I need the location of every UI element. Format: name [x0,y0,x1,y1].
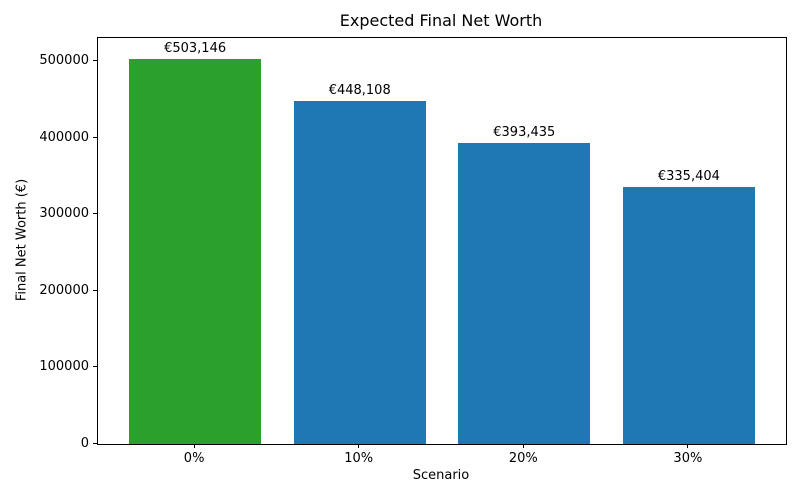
y-tick-label: 400000 [39,129,89,145]
chart-title: Expected Final Net Worth [339,11,543,30]
bar-value-label: €448,108 [328,82,391,98]
x-tick-mark [358,444,360,448]
x-axis-label: Scenario [412,468,470,483]
y-tick-mark [93,59,97,61]
y-tick-label: 100000 [39,359,89,375]
y-tick-label: 0 [80,436,89,451]
x-tick-mark [687,444,689,448]
bar-value-label: €503,146 [164,40,227,56]
y-tick-label: 500000 [39,52,89,68]
x-tick-mark [193,444,195,448]
x-tick-mark [522,444,524,448]
y-tick-mark [93,443,97,444]
y-tick-mark [93,366,97,368]
y-tick-mark [93,213,97,215]
y-tick-mark [93,136,97,138]
y-tick-label: 200000 [39,282,89,298]
bar-value-label: €335,404 [657,169,720,185]
x-tick-label: 10% [344,451,374,466]
plot-area: €503,146 €448,108 €393,435 €335,404 [97,37,787,445]
bar-0% [129,58,261,444]
bar-20% [458,142,591,444]
x-tick-label: 30% [673,451,703,466]
bar-30% [623,187,755,444]
y-tick-label: 300000 [39,206,89,222]
bar-value-label: €393,435 [493,124,556,140]
bar-10% [293,100,426,444]
x-tick-label: 0% [183,451,205,466]
x-tick-label: 20% [508,451,538,466]
y-tick-mark [93,289,97,291]
